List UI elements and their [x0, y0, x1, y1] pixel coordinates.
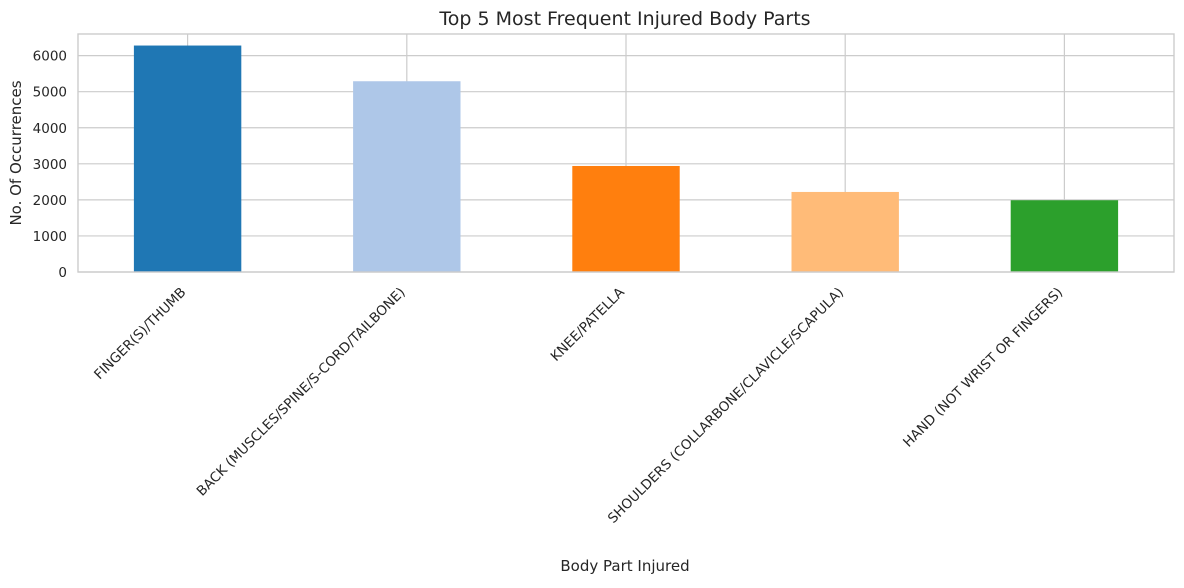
x-tick-label: BACK (MUSCLES/SPINE/S-CORD/TAILBONE)	[194, 285, 409, 500]
bar-1	[133, 45, 242, 272]
x-tick-label: KNEE/PATELLA	[548, 284, 629, 365]
y-tick-label: 4000	[33, 121, 67, 137]
y-tick-label: 1000	[33, 229, 67, 245]
plot-frame	[77, 33, 1175, 273]
plot-area: 0 1000 2000 3000 4000 5000 6000 FINGER(S)/THUMB…	[33, 33, 1175, 527]
bar-2	[353, 81, 461, 272]
x-axis-label: Body Part Injured	[560, 557, 689, 575]
y-tick-label: 2000	[33, 193, 67, 209]
y-tick-label: 6000	[33, 49, 67, 65]
chart-title: Top 5 Most Frequent Injured Body Parts	[438, 8, 810, 30]
y-tick-label: 5000	[33, 85, 67, 101]
bar-4	[791, 191, 899, 272]
x-tick-label: SHOULDERS (COLLARBONE/CLAVICLE/SCAPULA)	[605, 285, 847, 527]
y-axis-label: No. Of Occurrences	[7, 80, 25, 225]
bar-5	[1010, 200, 1119, 272]
y-tick-label: 3000	[33, 157, 67, 173]
bar-3	[572, 165, 680, 272]
x-tick-label: HAND (NOT WRIST OR FINGERS)	[900, 285, 1066, 451]
y-tick-label: 0	[58, 265, 67, 281]
x-tick-label: FINGER(S)/THUMB	[91, 285, 189, 383]
